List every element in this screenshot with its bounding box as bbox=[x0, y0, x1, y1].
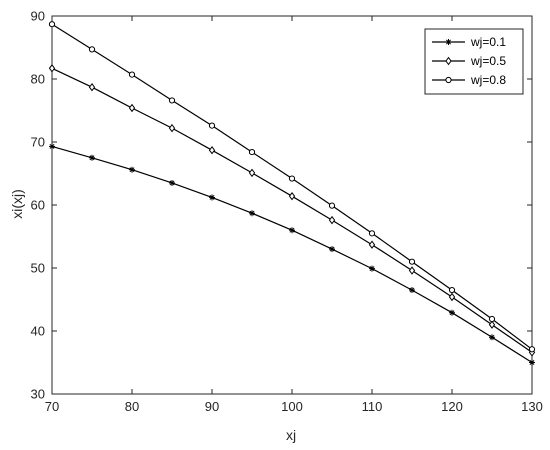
data-point bbox=[48, 21, 56, 28]
data-point bbox=[408, 266, 416, 275]
x-axis: 70 80 90 100 110 120 130 bbox=[45, 16, 543, 414]
data-point bbox=[248, 148, 256, 156]
y-axis-label: xi(xj) bbox=[9, 189, 25, 219]
data-point bbox=[488, 315, 496, 323]
y-tick-label: 30 bbox=[31, 387, 45, 402]
x-tick-label: 70 bbox=[45, 399, 59, 414]
data-point bbox=[488, 320, 496, 329]
series-2 bbox=[48, 64, 536, 357]
data-point bbox=[408, 258, 416, 265]
x-tick-label: 110 bbox=[362, 399, 383, 414]
data-point bbox=[88, 82, 96, 92]
data-point bbox=[369, 265, 375, 272]
data-point bbox=[129, 166, 135, 173]
data-point bbox=[368, 230, 376, 237]
x-tick-label: 130 bbox=[521, 399, 543, 414]
data-point bbox=[528, 346, 536, 353]
data-point bbox=[288, 175, 296, 182]
data-point bbox=[289, 227, 295, 234]
y-tick-label: 90 bbox=[31, 9, 45, 24]
x-tick-label: 100 bbox=[281, 399, 303, 414]
data-point bbox=[248, 168, 256, 178]
data-point bbox=[368, 240, 376, 249]
legend-label: wj=0.5 bbox=[470, 54, 506, 68]
series-3 bbox=[48, 21, 536, 353]
legend-entry: wj=0.8 bbox=[432, 73, 506, 87]
data-point bbox=[329, 246, 335, 253]
data-point bbox=[89, 154, 95, 161]
legend-marker bbox=[445, 56, 452, 66]
legend-entry: wj=0.5 bbox=[432, 54, 506, 68]
series-layer bbox=[48, 21, 536, 366]
y-tick-label: 80 bbox=[31, 72, 45, 87]
legend-marker bbox=[445, 76, 452, 84]
data-point bbox=[168, 123, 176, 133]
data-point bbox=[128, 71, 136, 78]
series-line bbox=[51, 67, 533, 353]
data-point bbox=[449, 309, 455, 316]
legend-label: wj=0.8 bbox=[470, 73, 506, 87]
legend: wj=0.1 wj=0.5 wj=0.8 bbox=[424, 28, 524, 95]
data-point bbox=[489, 334, 495, 341]
legend-entry: wj=0.1 bbox=[432, 35, 506, 49]
y-tick-label: 50 bbox=[31, 261, 45, 276]
data-point bbox=[48, 64, 56, 73]
data-point bbox=[49, 143, 55, 150]
data-point bbox=[128, 103, 136, 113]
data-point bbox=[328, 202, 336, 209]
data-point bbox=[169, 179, 175, 186]
y-tick-label: 60 bbox=[31, 198, 45, 213]
legend-marker bbox=[445, 39, 452, 45]
data-point bbox=[529, 359, 535, 366]
y-axis: 30 40 50 60 70 80 90 bbox=[31, 9, 532, 402]
legend-label: wj=0.1 bbox=[470, 35, 506, 49]
data-point bbox=[88, 46, 96, 53]
data-point bbox=[328, 215, 336, 225]
x-tick-label: 120 bbox=[441, 399, 463, 414]
data-point bbox=[409, 287, 415, 294]
data-point bbox=[208, 145, 216, 155]
y-tick-label: 40 bbox=[31, 324, 45, 339]
y-tick-label: 70 bbox=[31, 135, 45, 150]
data-point bbox=[448, 292, 456, 302]
data-point bbox=[168, 97, 176, 104]
series-1 bbox=[49, 143, 535, 366]
data-point bbox=[208, 122, 216, 129]
x-tick-label: 90 bbox=[205, 399, 219, 414]
data-point bbox=[249, 210, 255, 217]
data-point bbox=[288, 191, 296, 201]
x-tick-label: 80 bbox=[125, 399, 139, 414]
data-point bbox=[209, 194, 215, 201]
data-point bbox=[448, 286, 456, 294]
x-axis-label: xj bbox=[286, 427, 296, 443]
